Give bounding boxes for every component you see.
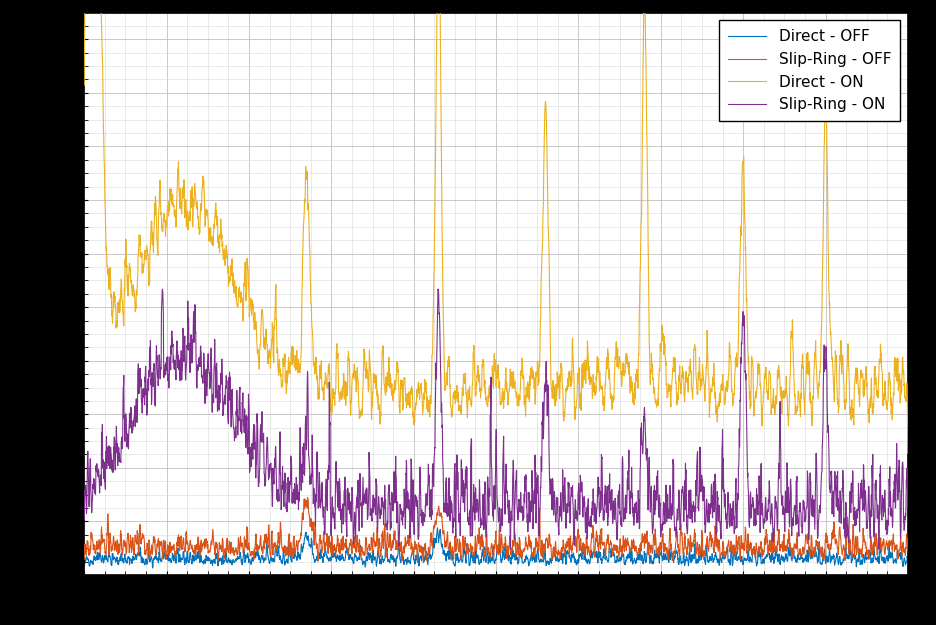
Slip-Ring - ON	[394, 501, 405, 508]
Slip-Ring - OFF	[886, 548, 898, 555]
Slip-Ring - OFF	[302, 494, 314, 501]
Slip-Ring - ON	[873, 546, 885, 553]
Line: Slip-Ring - ON: Slip-Ring - ON	[84, 289, 908, 549]
Slip-Ring - OFF	[902, 546, 914, 554]
Slip-Ring - OFF	[797, 548, 809, 555]
Slip-Ring - OFF	[417, 559, 429, 566]
Direct - OFF	[395, 556, 406, 564]
Slip-Ring - OFF	[431, 516, 442, 524]
Direct - ON	[222, 251, 233, 259]
Direct - ON	[431, 96, 442, 103]
Direct - ON	[80, 9, 91, 16]
Slip-Ring - ON	[902, 504, 914, 511]
Direct - ON	[173, 158, 184, 166]
Slip-Ring - ON	[222, 379, 233, 387]
Slip-Ring - OFF	[395, 548, 406, 556]
Slip-Ring - ON	[79, 516, 90, 523]
Legend: Direct - OFF, Slip-Ring - OFF, Direct - ON, Slip-Ring - ON: Direct - OFF, Slip-Ring - OFF, Direct - …	[719, 20, 900, 121]
Direct - OFF	[797, 557, 809, 564]
Slip-Ring - ON	[172, 356, 183, 363]
Direct - OFF	[147, 564, 158, 572]
Slip-Ring - ON	[797, 496, 809, 504]
Slip-Ring - OFF	[172, 542, 183, 550]
Direct - ON	[902, 449, 914, 457]
Slip-Ring - OFF	[222, 535, 233, 542]
Line: Direct - ON: Direct - ON	[84, 12, 908, 453]
Direct - OFF	[902, 557, 914, 564]
Direct - OFF	[431, 539, 442, 546]
Line: Slip-Ring - OFF: Slip-Ring - OFF	[84, 498, 908, 562]
Slip-Ring - ON	[431, 379, 442, 387]
Slip-Ring - ON	[886, 514, 898, 522]
Direct - ON	[395, 398, 406, 405]
Direct - ON	[886, 410, 898, 418]
Direct - OFF	[431, 524, 443, 532]
Direct - OFF	[222, 558, 233, 565]
Direct - OFF	[79, 562, 90, 570]
Slip-Ring - ON	[432, 286, 444, 293]
Direct - ON	[79, 81, 90, 89]
Line: Direct - OFF: Direct - OFF	[84, 528, 908, 568]
Direct - OFF	[173, 550, 184, 558]
Direct - ON	[797, 363, 809, 371]
Direct - OFF	[886, 549, 898, 556]
Slip-Ring - OFF	[79, 555, 90, 562]
